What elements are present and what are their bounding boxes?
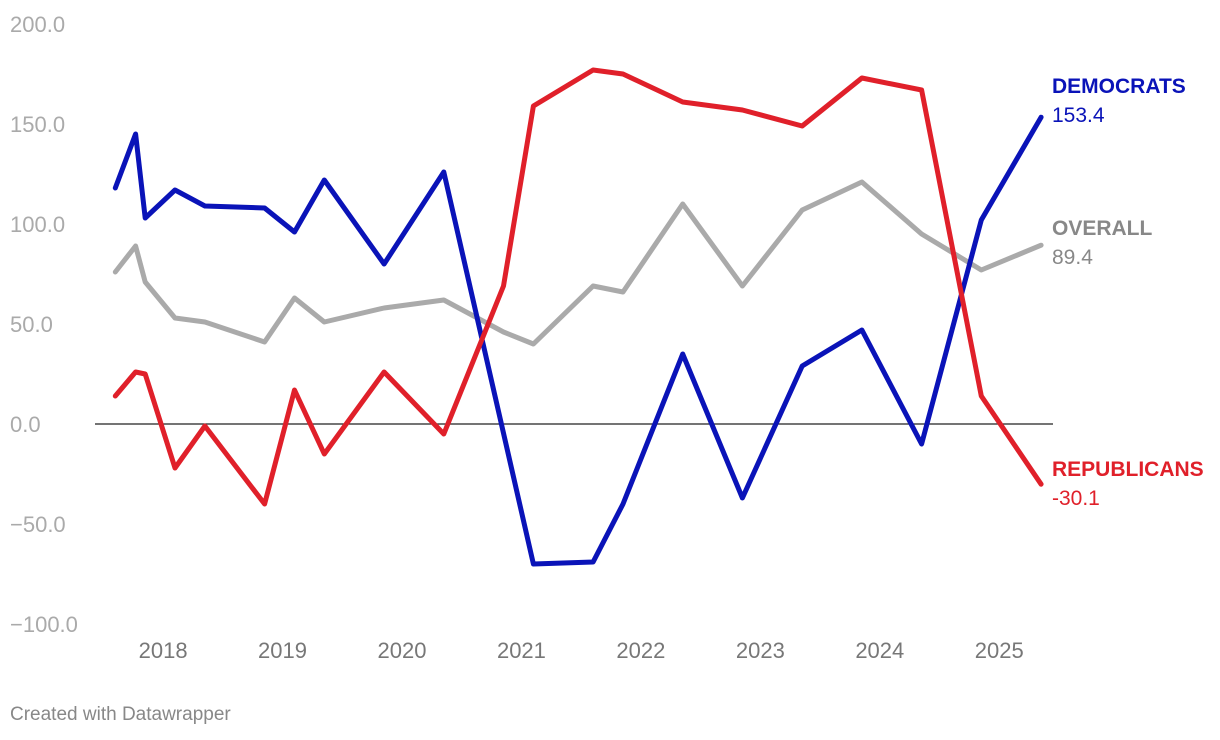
republicans-value-label: -30.1: [1052, 487, 1100, 510]
democrats-line: [112, 114, 1044, 567]
y-tick-label: 100.0: [10, 212, 65, 237]
republicans-line: [112, 67, 1044, 507]
overall-line: [112, 179, 1044, 347]
y-axis: 200.0 150.0 100.0 50.0 0.0 −50.0 −100.0: [10, 12, 78, 637]
overall-value-label: 89.4: [1052, 246, 1093, 269]
x-tick-label: 2024: [855, 638, 904, 663]
x-tick-label: 2018: [139, 638, 188, 663]
x-axis: 2018 2019 2020 2021 2022 2023 2024 2025: [139, 638, 1024, 663]
republicans-name-label: REPUBLICANS: [1052, 458, 1204, 481]
x-tick-label: 2022: [616, 638, 665, 663]
series-lines: [112, 67, 1044, 567]
x-tick-label: 2023: [736, 638, 785, 663]
y-tick-label: 50.0: [10, 312, 53, 337]
overall-name-label: OVERALL: [1052, 217, 1153, 240]
y-tick-label: −50.0: [10, 512, 66, 537]
y-tick-label: 0.0: [10, 412, 41, 437]
series-labels: OVERALL 89.4 DEMOCRATS 153.4 REPUBLICANS -30.…: [1052, 75, 1204, 510]
democrats-name-label: DEMOCRATS: [1052, 75, 1186, 98]
x-tick-label: 2020: [378, 638, 427, 663]
democrats-value-label: 153.4: [1052, 104, 1105, 127]
y-tick-label: −100.0: [10, 612, 78, 637]
y-tick-label: 150.0: [10, 112, 65, 137]
x-tick-label: 2021: [497, 638, 546, 663]
x-tick-label: 2025: [975, 638, 1024, 663]
x-tick-label: 2019: [258, 638, 307, 663]
y-tick-label: 200.0: [10, 12, 65, 37]
credit-text: Created with Datawrapper: [10, 704, 231, 725]
